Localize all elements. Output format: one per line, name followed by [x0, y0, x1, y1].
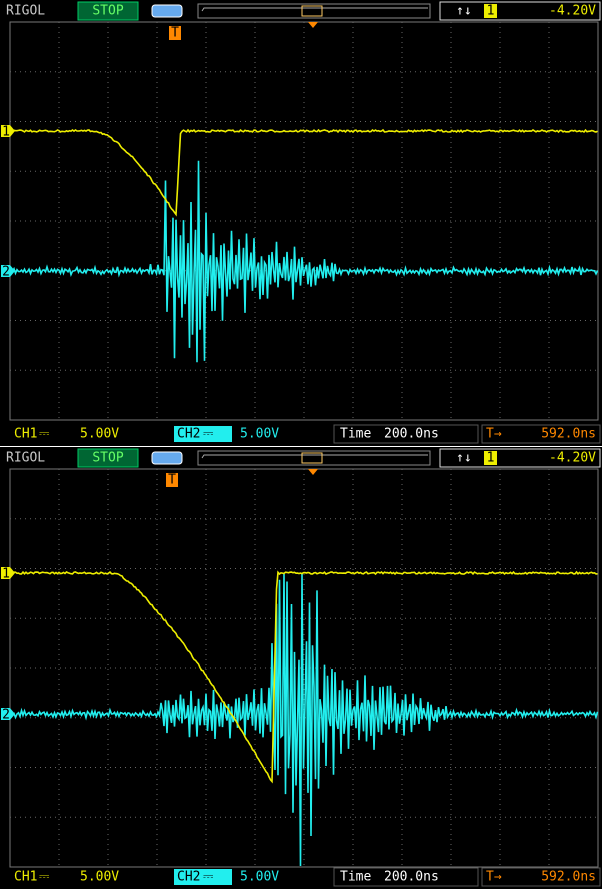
ch2-scale: 5.00V — [240, 427, 279, 442]
channel-2-marker-label: 2 — [2, 708, 10, 723]
trigger-source: 1 — [487, 4, 495, 19]
time-scale: 200.0ns — [384, 870, 439, 885]
trigger-position-label: T — [171, 26, 179, 41]
time-label: Time — [340, 427, 371, 442]
channel-2-marker-label: 2 — [2, 265, 10, 280]
run-status: STOP — [92, 4, 123, 19]
ch2-coupling: ⎓ — [203, 427, 213, 442]
ch2-label: CH2 — [177, 870, 200, 885]
brand: RIGOL — [6, 451, 45, 466]
trigger-offset-icon: T→ — [486, 427, 502, 442]
trigger-source: 1 — [487, 451, 495, 466]
brand: RIGOL — [6, 4, 45, 19]
trigger-position-label: T — [168, 473, 176, 488]
channel-1-marker-label: 1 — [2, 125, 10, 140]
graticule-border — [10, 469, 598, 867]
ch1-scale: 5.00V — [80, 427, 119, 442]
usb-icon — [152, 452, 182, 464]
trigger-offset: 592.0ns — [541, 427, 596, 442]
ch2-scale: 5.00V — [240, 870, 279, 885]
trigger-level: -4.20V — [549, 4, 596, 19]
trigger-offset-icon: T→ — [486, 870, 502, 885]
channel-1-marker-label: 1 — [2, 567, 10, 582]
trigger-slope: ↑↓ — [456, 451, 472, 466]
trigger-slope: ↑↓ — [456, 4, 472, 19]
ch2-coupling: ⎓ — [203, 870, 213, 885]
ch2-label: CH2 — [177, 427, 200, 442]
time-label: Time — [340, 870, 371, 885]
usb-icon — [152, 5, 182, 17]
trigger-level: -4.20V — [549, 451, 596, 466]
graticule-border — [10, 22, 598, 420]
ch1-scale: 5.00V — [80, 870, 119, 885]
run-status: STOP — [92, 451, 123, 466]
trigger-offset: 592.0ns — [541, 870, 596, 885]
ch1-label: CH1 — [14, 427, 37, 442]
time-scale: 200.0ns — [384, 427, 439, 442]
ch1-coupling: ⎓ — [39, 427, 49, 442]
ch1-coupling: ⎓ — [39, 870, 49, 885]
oscilloscope-captures: RIGOLSTOP↑↓1-4.20V12TCH1⎓5.00VCH2⎓5.00VT… — [0, 0, 602, 889]
ch1-label: CH1 — [14, 870, 37, 885]
